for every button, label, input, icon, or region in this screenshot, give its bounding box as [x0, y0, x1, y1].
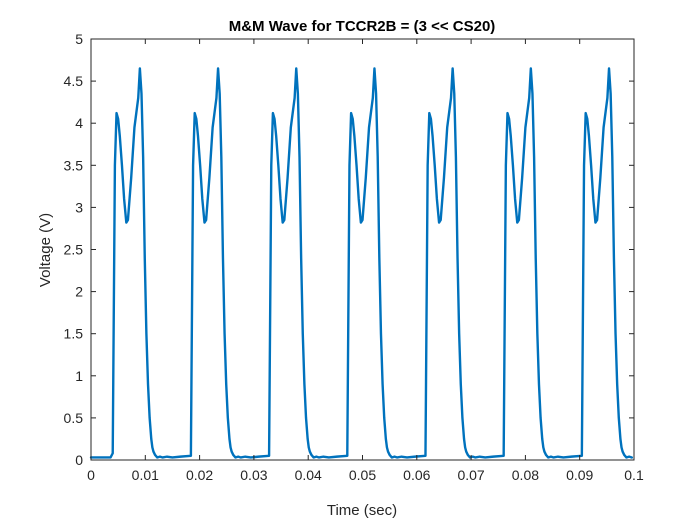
y-tick-label: 3.5	[64, 157, 84, 173]
y-tick-label: 0.5	[64, 410, 84, 426]
x-tick-label: 0.09	[566, 467, 593, 483]
y-tick-label: 4.5	[64, 73, 84, 89]
y-tick-label: 0	[75, 452, 83, 468]
x-tick-label: 0.08	[512, 467, 539, 483]
y-tick-label: 1.5	[64, 326, 84, 342]
y-tick-label: 5	[75, 31, 83, 47]
y-tick-label: 3	[75, 199, 83, 215]
x-tick-label: 0.01	[132, 467, 159, 483]
x-tick-label: 0	[87, 467, 95, 483]
y-tick-label: 4	[75, 115, 83, 131]
x-tick-label: 0.07	[457, 467, 484, 483]
y-tick-label: 2.5	[64, 242, 84, 258]
data-series-line	[89, 67, 634, 459]
y-tick-label: 1	[75, 368, 83, 384]
x-tick-label: 0.04	[295, 467, 322, 483]
x-tick-label: 0.03	[240, 467, 267, 483]
x-tick-label: 0.06	[403, 467, 430, 483]
chart-title: M&M Wave for TCCR2B = (3 << CS20)	[229, 18, 496, 35]
x-tick-label: 0.05	[349, 467, 376, 483]
y-tick-label: 2	[75, 284, 83, 300]
x-tick-label: 0.02	[186, 467, 213, 483]
x-tick-label: 0.1	[624, 467, 644, 483]
plot-area: 0 0.01 0.02 0.03 0.04 0.05 0.06 0.07 0.08 0.09 0.1…	[64, 31, 644, 483]
x-axis-label: Time (sec)	[327, 502, 397, 519]
y-axis-label: Voltage (V)	[37, 213, 54, 287]
